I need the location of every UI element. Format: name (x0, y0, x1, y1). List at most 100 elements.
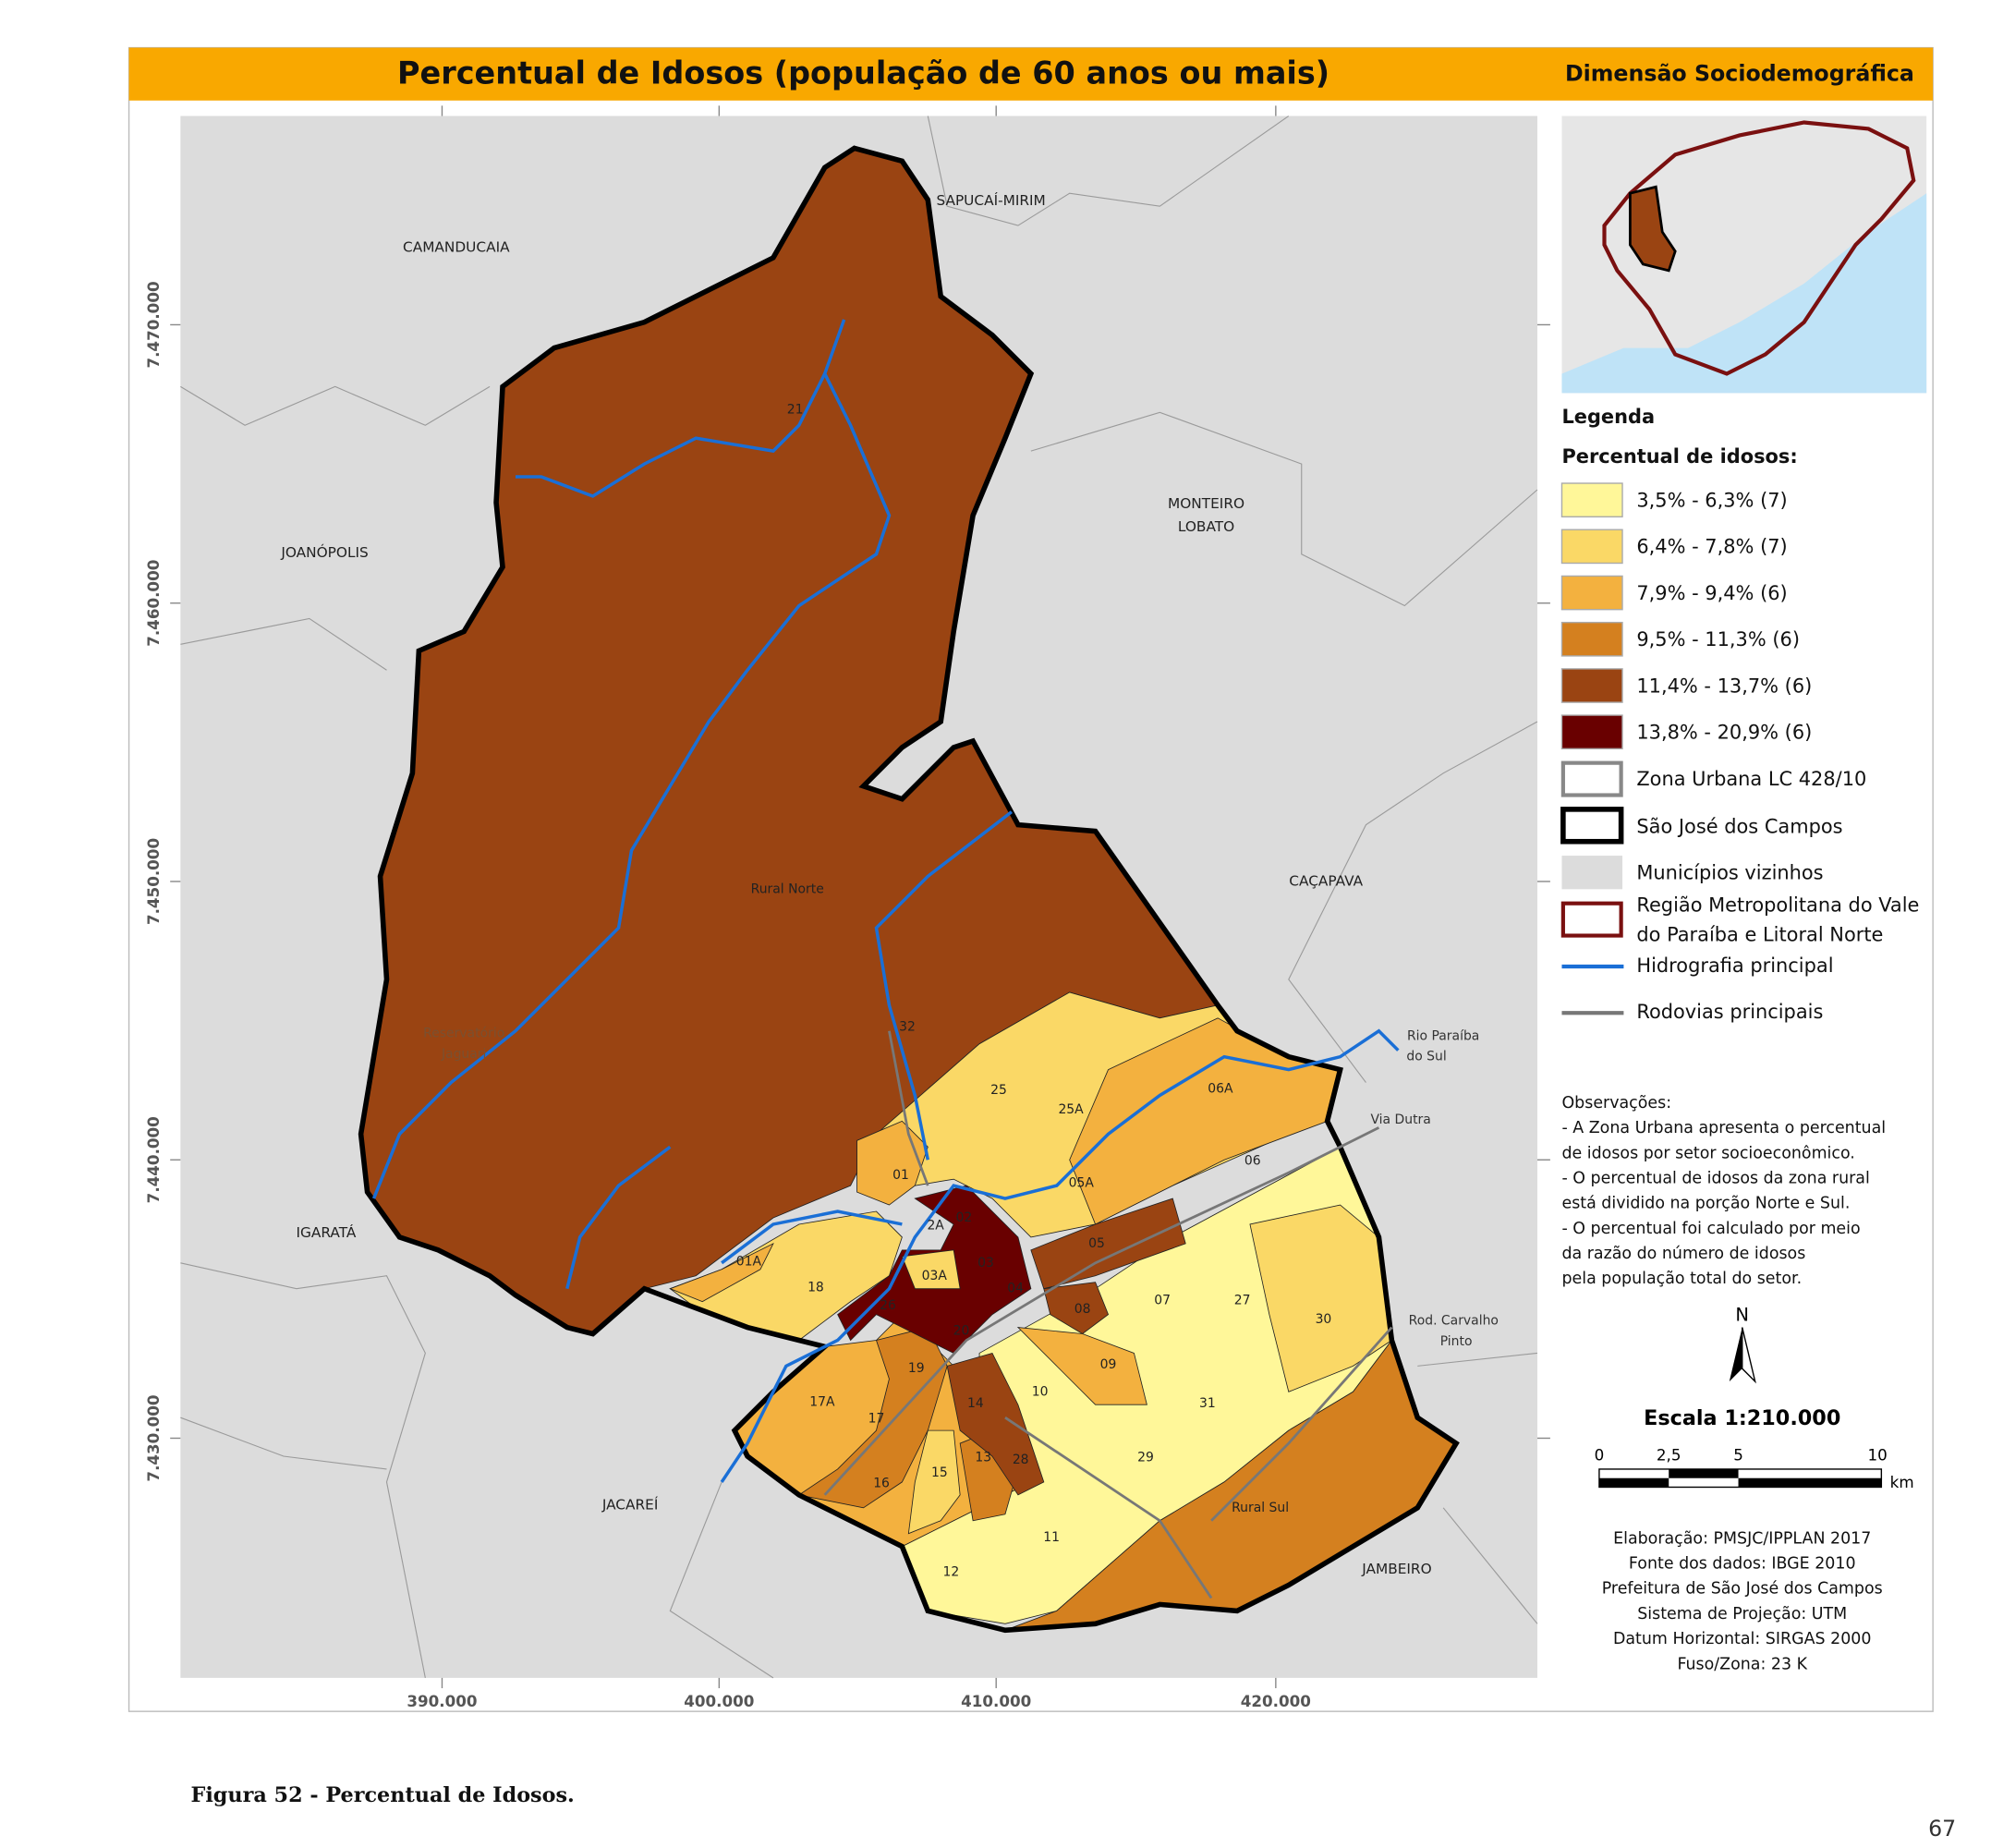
class-5 (946, 1352, 1045, 1496)
municipality-label: CAMANDUCAIA (403, 238, 510, 255)
district-label: 10 (1032, 1384, 1049, 1399)
note-line: - O percentual de idosos da zona rural (1561, 1169, 1869, 1187)
map-line (1442, 1507, 1538, 1624)
map-line (515, 319, 846, 498)
district-label: 26 (880, 1298, 896, 1313)
class-3 (1016, 1327, 1147, 1405)
district-label: 02 (955, 1210, 972, 1225)
map-line (371, 372, 892, 1199)
feature-label: Pinto (1440, 1334, 1473, 1349)
map-line (927, 116, 1290, 226)
credit-line: Elaboração: PMSJC/IPPLAN 2017 (1613, 1529, 1871, 1548)
map-line (1288, 721, 1538, 1083)
map-line (721, 1210, 903, 1265)
north-arrow (1742, 1327, 1756, 1384)
district-label: 01 (892, 1168, 909, 1183)
map-line (565, 1145, 672, 1290)
scale-label: 5 (1733, 1446, 1743, 1465)
district-label: 03 (977, 1256, 994, 1270)
class-2 (907, 1429, 961, 1535)
credit-line: Sistema de Projeção: UTM (1637, 1605, 1847, 1623)
y-tick-label: 7.450.000 (144, 838, 163, 925)
y-tick-label: 7.440.000 (144, 1116, 163, 1203)
credit-line: Prefeitura de São José dos Campos (1602, 1580, 1883, 1599)
district-label: Rural Sul (1232, 1501, 1289, 1515)
legend-swatch (1560, 482, 1623, 517)
inset-rmvale (1602, 120, 1916, 376)
feature-label: Rod. Carvalho (1409, 1314, 1499, 1329)
district-label: 16 (873, 1476, 890, 1490)
class-3 (669, 1242, 774, 1303)
feature-label: Jaguari (441, 1047, 486, 1062)
map-line (1417, 1352, 1538, 1367)
page-number: 67 (1928, 1816, 1956, 1842)
note-line: de idosos por setor socioeconômico. (1561, 1144, 1854, 1162)
district-labels: 21 32 25 25A 06A 06 01 05A 02 2A 05 03 03A 01A 18 04 26 0… (736, 403, 1332, 1580)
municipality-label: JOANÓPOLIS (280, 543, 368, 561)
class-2 (901, 1249, 961, 1290)
municipality-label: CAÇAPAVA (1289, 872, 1363, 889)
legend-swatch (1561, 856, 1623, 890)
legend-label: 9,5% - 11,3% (6) (1636, 628, 1800, 650)
map-line (180, 617, 387, 671)
credit-line: Fuso/Zona: 23 K (1677, 1655, 1807, 1673)
scale-segment (1738, 1477, 1882, 1488)
legend-label: São José dos Campos (1636, 815, 1842, 837)
inset-sea (1561, 193, 1927, 394)
x-tick-label: 390.000 (407, 1692, 477, 1710)
district-label: 05A (1069, 1175, 1095, 1190)
municipality-label: JACAREÍ (601, 1496, 659, 1514)
district-label: 06 (1244, 1154, 1261, 1169)
district-label: 19 (908, 1361, 925, 1376)
legend-swatch (1560, 621, 1623, 657)
municipality-label: LOBATO (1178, 518, 1234, 535)
district-label: 30 (1316, 1312, 1332, 1327)
sjc-boundary (358, 145, 1460, 1634)
feature-label: Via Dutra (1370, 1112, 1430, 1127)
credit-line: Fonte dos dados: IBGE 2010 (1629, 1554, 1856, 1573)
x-tick-label: 400.000 (684, 1692, 754, 1710)
scale-title: Escala 1:210.000 (1644, 1406, 1840, 1430)
hydrography (371, 319, 1400, 1483)
legend-swatch (1560, 668, 1623, 703)
legend-label: do Paraíba e Litoral Norte (1636, 924, 1883, 946)
legend-swatch (1560, 529, 1623, 565)
credits: Elaboração: PMSJC/IPPLAN 2017 Fonte dos d… (1602, 1529, 1883, 1673)
municipality-label: MONTEIRO (1168, 495, 1244, 512)
x-tick-label: 420.000 (1241, 1692, 1311, 1710)
district-label: 17A (809, 1394, 835, 1409)
scale-segment (1598, 1477, 1669, 1488)
legend-label: 3,5% - 6,3% (7) (1636, 490, 1787, 512)
district-label: 27 (1234, 1293, 1251, 1307)
legend-swatch (1560, 575, 1623, 611)
feature-labels: Rio Paraíba do Sul Via Dutra Rod. Carval… (423, 1027, 1499, 1349)
scale-label: 10 (1868, 1446, 1888, 1465)
district-label: 03A (922, 1269, 948, 1283)
district-label: Rural Norte (751, 881, 824, 896)
legend-label: Região Metropolitana do Vale (1636, 894, 1919, 916)
north-label: N (1735, 1304, 1749, 1325)
y-tick-label: 7.470.000 (144, 281, 163, 368)
note-line: está dividido na porção Norte e Sul. (1561, 1195, 1850, 1213)
district-label: 2A (927, 1218, 944, 1233)
x-tick-label: 410.000 (961, 1692, 1031, 1710)
note-line: Observações: (1561, 1094, 1671, 1112)
note-line: - A Zona Urbana apresenta o percentual (1561, 1119, 1886, 1137)
legend-label: Rodovias principais (1636, 1001, 1823, 1023)
legend-swatch (1560, 714, 1623, 750)
note-line: pela população total do setor. (1561, 1270, 1802, 1288)
map-line (1030, 411, 1538, 607)
class-4 (797, 1327, 948, 1509)
scale-label: 0 (1595, 1446, 1605, 1465)
district-label: 18 (807, 1280, 824, 1295)
map-line (180, 1262, 426, 1679)
neighbor-borders (180, 116, 1538, 1679)
map-line (180, 1416, 387, 1470)
district-label: 21 (787, 403, 804, 418)
district-label: 13 (975, 1450, 991, 1465)
scale-label: 2,5 (1657, 1446, 1681, 1465)
highways (823, 1030, 1393, 1599)
district-label: 09 (1100, 1357, 1117, 1372)
legend-label: 13,8% - 20,9% (6) (1636, 722, 1812, 744)
district-label: 20 (953, 1324, 970, 1339)
